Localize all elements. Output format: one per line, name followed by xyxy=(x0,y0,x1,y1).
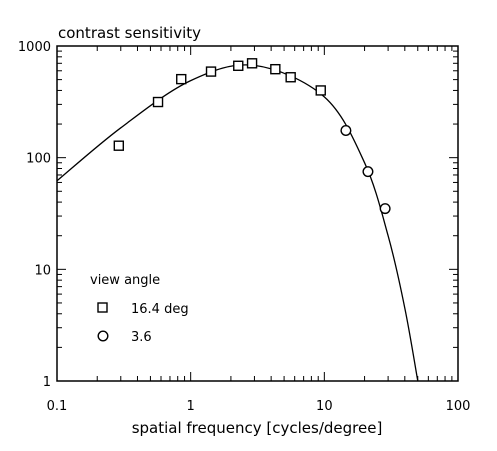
chart-title: contrast sensitivity xyxy=(58,24,201,42)
data-point-square xyxy=(285,72,296,83)
data-point-circle xyxy=(379,203,391,215)
legend: view angle 16.4 deg 3.6 xyxy=(90,273,189,345)
x-axis-label: spatial frequency [cycles/degree] xyxy=(132,419,383,437)
data-markers xyxy=(113,58,391,215)
data-point-square xyxy=(315,85,326,96)
legend-square-marker xyxy=(97,302,108,313)
legend-entry-3-6: 3.6 xyxy=(131,330,152,345)
x-tick-label: 1 xyxy=(187,399,195,414)
legend-entry-16-4-deg: 16.4 deg xyxy=(131,302,189,317)
data-point-square xyxy=(152,96,164,108)
data-point-square xyxy=(113,140,125,151)
fitted-curve xyxy=(56,64,419,382)
legend-title: view angle xyxy=(90,273,160,288)
y-tick-label: 1 xyxy=(43,375,51,390)
plot-frame xyxy=(56,45,459,382)
x-tick-label: 10 xyxy=(316,399,333,414)
axis-tick-labels: 0.1 1 10 100 1 10 100 1000 xyxy=(18,40,471,414)
data-point-circle xyxy=(340,125,352,137)
data-point-square xyxy=(233,60,244,71)
x-tick-label: 0.1 xyxy=(47,399,68,414)
data-point-square xyxy=(205,66,217,77)
legend-circle-marker xyxy=(97,330,109,342)
data-point-circle xyxy=(362,166,374,178)
data-point-square xyxy=(270,63,281,75)
y-tick-label: 1000 xyxy=(18,40,51,55)
y-tick-label: 10 xyxy=(34,263,51,278)
axis-ticks xyxy=(56,45,459,382)
x-tick-label: 100 xyxy=(446,399,471,414)
y-tick-label: 100 xyxy=(26,152,51,167)
data-point-square xyxy=(176,73,187,85)
data-point-square xyxy=(246,58,258,69)
